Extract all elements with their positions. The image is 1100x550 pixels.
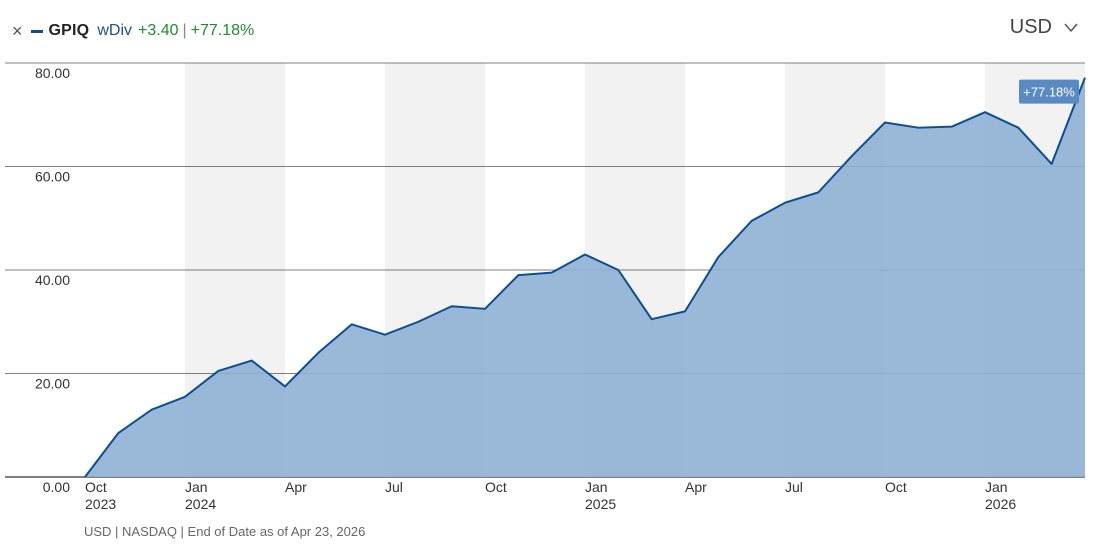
x-tick-label: Jan [185,479,208,495]
chart-footer: USD | NASDAQ | End of Date as of Apr 23,… [84,524,366,539]
chart-legend: × GPIQ wDiv +3.40 | +77.18% [12,20,254,42]
change-absolute: +3.40 [138,22,179,39]
x-tick-label: Jan [985,479,1008,495]
callout-label: +77.18% [1023,85,1075,100]
x-tick-label: Apr [285,479,307,495]
series-swatch [30,29,43,33]
x-tick-label: Oct [85,479,107,495]
ticker-symbol: GPIQ [48,22,90,39]
x-tick-year: 2024 [185,496,216,512]
x-tick-label: Jul [385,479,403,495]
currency-selector[interactable]: USD [1010,16,1078,39]
currency-label: USD [1009,16,1052,38]
y-tick-label: 0.00 [43,479,70,495]
x-tick-year: 2023 [85,496,116,512]
y-axis-labels: 0.00 20.00 40.00 60.00 80.00 [35,65,70,495]
legend-separator: | [182,22,187,39]
x-tick-label: Jul [785,479,803,495]
y-tick-label: 40.00 [35,272,70,288]
series-label: wDiv [97,22,132,39]
x-tick-label: Oct [485,479,507,495]
x-tick-label: Apr [685,479,707,495]
chevron-down-icon [1064,16,1078,39]
x-tick-label: Jan [585,479,608,495]
change-percent: +77.18% [190,22,255,39]
area-layer [84,77,1086,478]
y-tick-label: 80.00 [35,65,70,81]
x-tick-year: 2026 [985,496,1016,512]
x-tick-label: Oct [885,479,907,495]
y-tick-label: 20.00 [35,376,70,392]
series-area [85,77,1085,477]
last-value-callout: +77.18% [1019,79,1079,104]
callout-box [1019,79,1079,104]
close-icon[interactable]: × [12,20,23,41]
x-tick-year: 2025 [585,496,616,512]
series-line [84,77,1086,478]
y-tick-label: 60.00 [35,169,70,185]
